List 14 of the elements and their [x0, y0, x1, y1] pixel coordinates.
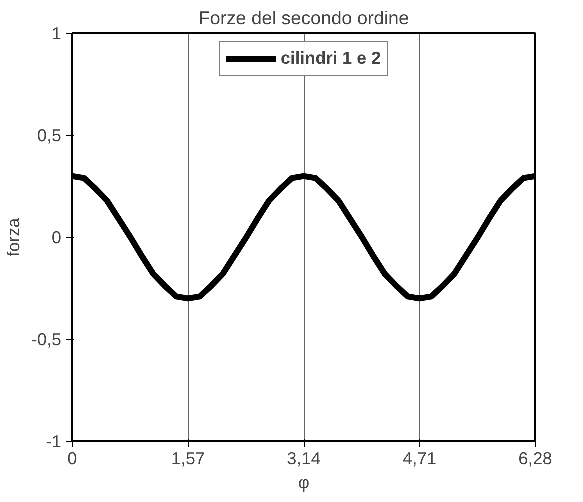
y-tick-label: 0 [52, 228, 62, 248]
x-axis-title: φ [298, 472, 310, 492]
y-tick-label: -1 [46, 432, 62, 452]
x-tick-label: 1,57 [171, 448, 206, 468]
y-tick-label: 1 [52, 24, 62, 44]
y-tick-label: -0,5 [32, 330, 62, 350]
chart-title: Forze del secondo ordine [198, 8, 410, 28]
y-axis-title: forza [4, 218, 24, 257]
x-tick-label: 6,28 [518, 448, 552, 468]
x-tick-label: 4,71 [402, 448, 437, 468]
y-tick-label: 0,5 [37, 126, 62, 146]
x-tick-label: 0 [68, 448, 78, 468]
x-tick-label: 3,14 [287, 448, 322, 468]
legend-label: cilindri 1 e 2 [280, 48, 382, 69]
